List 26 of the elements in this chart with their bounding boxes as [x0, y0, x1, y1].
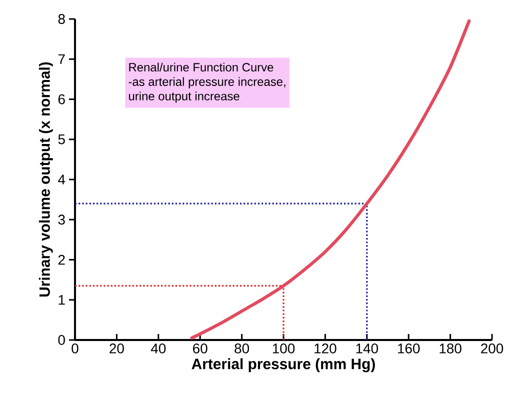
- y-tick-label: 8: [58, 14, 65, 24]
- annotation: -as arterial pressure increase,: [128, 77, 286, 88]
- y-tick-label: 1: [58, 295, 65, 305]
- x-tick-label: 140: [356, 344, 378, 354]
- y-tick-label: 3: [58, 214, 65, 225]
- x-tick-label: 60: [193, 344, 208, 354]
- x-tick-label: 200: [481, 344, 504, 354]
- x-axis-title: Arterial pressure (mm Hg): [192, 358, 375, 372]
- line-series: [190, 19, 471, 340]
- y-tick-label: 6: [58, 94, 65, 104]
- annotation: Renal/urine Function Curve: [129, 62, 274, 72]
- x-tick-label: 100: [272, 344, 295, 354]
- y-tick-label: 5: [58, 134, 65, 144]
- x-tick-label: 40: [150, 344, 166, 354]
- y-tick-label: 0: [58, 335, 65, 345]
- y-tick-label: 7: [58, 54, 65, 64]
- x-tick-label: 80: [234, 344, 250, 354]
- x-tick-label: 0: [72, 344, 78, 354]
- x-tick-label: 120: [314, 344, 336, 354]
- y-tick-label: 2: [58, 254, 65, 265]
- y-axis-title: Urinary volume output (x normal): [38, 62, 53, 297]
- x-tick-label: 20: [110, 344, 124, 354]
- y-tick-label: 4: [58, 174, 66, 184]
- x-tick-label: 160: [398, 344, 420, 354]
- x-tick-label: 180: [440, 344, 462, 354]
- annotation: urine output increase: [129, 92, 240, 103]
